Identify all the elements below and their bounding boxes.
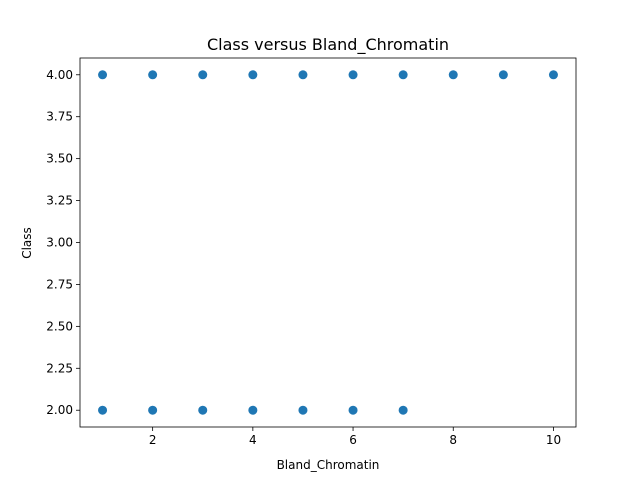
data-point-14 (298, 405, 308, 415)
data-point-12 (198, 405, 208, 415)
data-point-10 (98, 405, 108, 415)
x-tick-label-0: 2 (149, 433, 157, 447)
data-point-0 (98, 70, 108, 80)
x-axis-label: Bland_Chromatin (277, 458, 380, 472)
data-point-5 (348, 70, 358, 80)
data-point-11 (148, 405, 158, 415)
x-axis: 2 4 6 8 10 (149, 427, 561, 447)
data-point-4 (298, 70, 308, 80)
y-tick-label-4: 3.00 (46, 236, 73, 250)
x-tick-label-3: 8 (449, 433, 457, 447)
data-point-2 (198, 70, 208, 80)
data-point-3 (248, 70, 258, 80)
data-point-9 (548, 70, 558, 80)
x-tick-label-2: 6 (349, 433, 357, 447)
points-layer (98, 70, 558, 415)
y-tick-label-5: 3.25 (46, 194, 73, 208)
y-axis-label: Class (20, 227, 34, 259)
y-tick-label-1: 2.25 (46, 361, 73, 375)
data-point-15 (348, 405, 358, 415)
plot-frame (79, 57, 577, 428)
data-point-1 (148, 70, 158, 80)
data-point-8 (498, 70, 508, 80)
data-point-13 (248, 405, 258, 415)
y-tick-label-2: 2.50 (46, 319, 73, 333)
chart-title: Class versus Bland_Chromatin (207, 35, 449, 55)
y-tick-label-0: 2.00 (46, 403, 73, 417)
x-tick-label-1: 4 (249, 433, 257, 447)
data-point-16 (398, 405, 408, 415)
data-point-6 (398, 70, 408, 80)
y-tick-label-7: 3.75 (46, 110, 73, 124)
y-tick-label-3: 2.75 (46, 277, 73, 291)
y-axis: 2.00 2.25 2.50 2.75 3.00 3.25 3.50 3.75 4.00 (46, 68, 80, 417)
x-tick-label-4: 10 (546, 433, 561, 447)
data-point-7 (448, 70, 458, 80)
y-tick-label-6: 3.50 (46, 152, 73, 166)
y-tick-label-8: 4.00 (46, 68, 73, 82)
